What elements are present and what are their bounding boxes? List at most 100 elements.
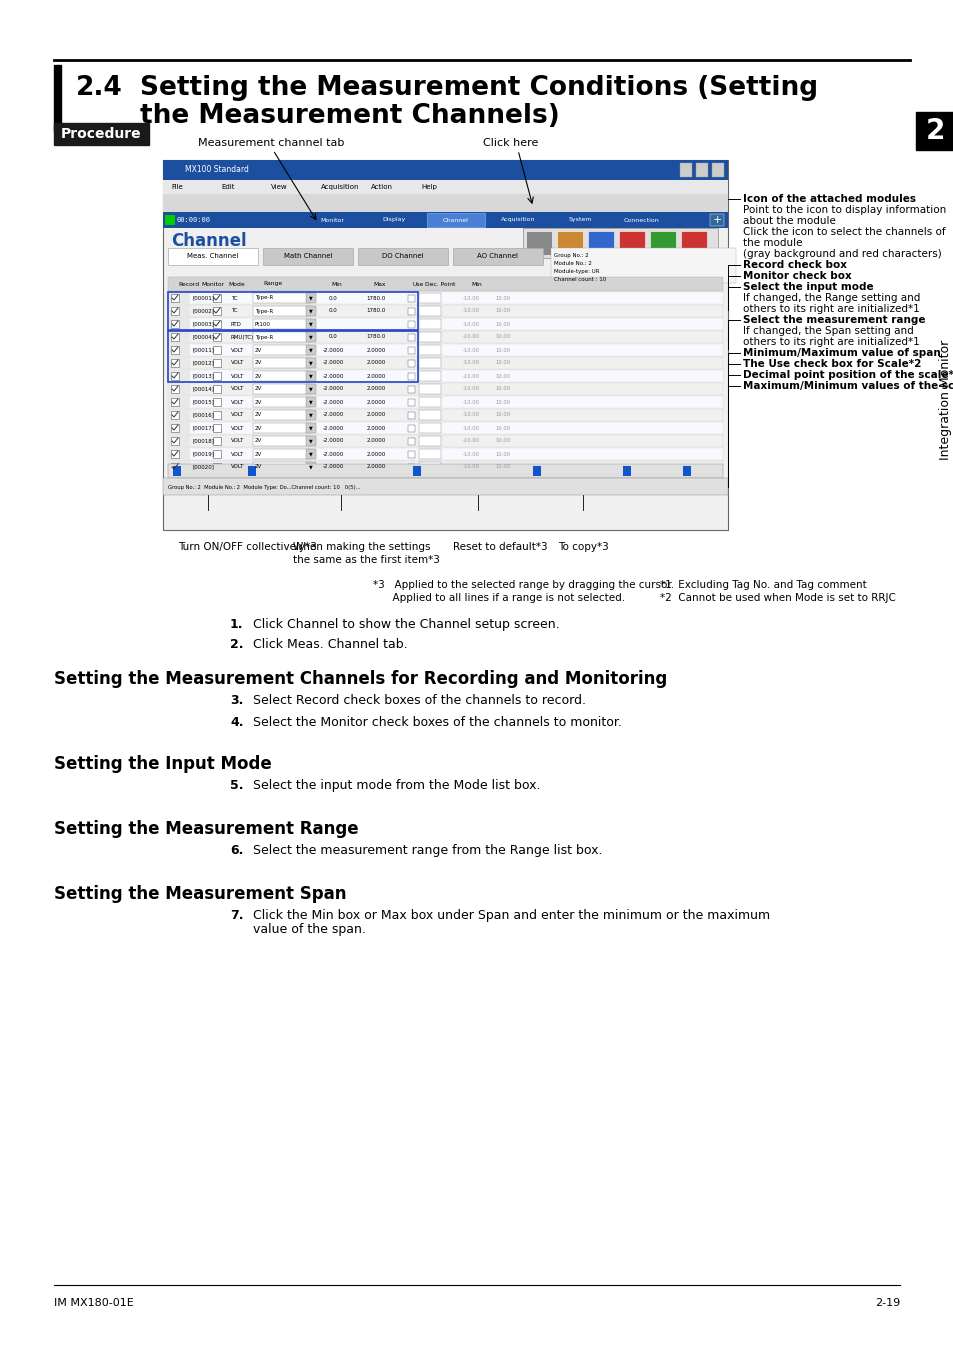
Text: Channel: Channel bbox=[171, 232, 247, 250]
Bar bbox=[253, 306, 311, 316]
Text: -2.0000: -2.0000 bbox=[322, 374, 343, 378]
Bar bbox=[171, 306, 179, 315]
Bar bbox=[213, 463, 221, 471]
Bar bbox=[168, 292, 417, 329]
Bar bbox=[709, 215, 723, 225]
Bar bbox=[418, 346, 440, 355]
Text: Type-R: Type-R bbox=[254, 335, 273, 339]
Bar bbox=[306, 450, 315, 459]
Bar bbox=[168, 383, 190, 396]
Bar bbox=[306, 319, 315, 329]
Text: 2V: 2V bbox=[254, 347, 262, 352]
Bar bbox=[253, 293, 311, 302]
Bar bbox=[427, 213, 484, 227]
Bar bbox=[168, 331, 417, 382]
Bar bbox=[213, 410, 221, 418]
Bar bbox=[171, 385, 179, 393]
Text: Acquisition: Acquisition bbox=[320, 184, 359, 190]
Bar bbox=[168, 344, 190, 356]
Text: Type-R: Type-R bbox=[254, 296, 273, 301]
Bar bbox=[163, 161, 727, 531]
Text: ▼: ▼ bbox=[309, 347, 313, 352]
Bar bbox=[248, 466, 255, 477]
Text: others to its right are initialized*1: others to its right are initialized*1 bbox=[742, 304, 919, 315]
Bar bbox=[533, 466, 540, 477]
Text: [00013]: [00013] bbox=[193, 374, 214, 378]
Bar bbox=[253, 410, 311, 420]
Bar bbox=[213, 306, 221, 315]
Text: -10.00: -10.00 bbox=[462, 296, 479, 301]
Text: 1780.0: 1780.0 bbox=[366, 335, 385, 339]
Text: 2V: 2V bbox=[254, 439, 262, 444]
Bar bbox=[418, 462, 440, 472]
Bar bbox=[213, 398, 221, 406]
Text: Click Meas. Channel tab.: Click Meas. Channel tab. bbox=[253, 639, 407, 651]
Text: VOLT: VOLT bbox=[231, 400, 244, 405]
Text: Help: Help bbox=[420, 184, 436, 190]
Bar bbox=[408, 412, 415, 418]
Bar bbox=[551, 213, 608, 227]
Text: VOLT: VOLT bbox=[231, 451, 244, 456]
Text: 2V: 2V bbox=[254, 451, 262, 456]
Text: -10.00: -10.00 bbox=[462, 347, 479, 352]
Text: -10.00: -10.00 bbox=[462, 335, 479, 339]
Bar bbox=[168, 396, 190, 408]
Text: Minimum/Maximum value of span: Minimum/Maximum value of span bbox=[742, 348, 940, 358]
Bar bbox=[54, 123, 149, 144]
Bar bbox=[613, 213, 670, 227]
Bar bbox=[253, 423, 311, 433]
Text: -2.0000: -2.0000 bbox=[322, 413, 343, 417]
Bar bbox=[163, 212, 727, 228]
Text: 2.0000: 2.0000 bbox=[366, 347, 385, 352]
Text: -2.0000: -2.0000 bbox=[322, 451, 343, 456]
Text: 5.: 5. bbox=[230, 779, 243, 792]
Bar bbox=[263, 248, 353, 265]
Text: 10.00: 10.00 bbox=[495, 347, 510, 352]
Text: When making the settings: When making the settings bbox=[293, 541, 430, 552]
Bar bbox=[306, 306, 315, 316]
Bar bbox=[168, 460, 190, 472]
Bar bbox=[213, 373, 221, 379]
Text: [00001]: [00001] bbox=[193, 296, 214, 301]
Bar bbox=[418, 293, 440, 302]
Text: 2.: 2. bbox=[230, 639, 243, 651]
Bar bbox=[213, 359, 221, 367]
Text: 2: 2 bbox=[924, 117, 943, 144]
Bar bbox=[408, 321, 415, 328]
Text: *3   Applied to the selected range by dragging the cursor.: *3 Applied to the selected range by drag… bbox=[373, 580, 674, 590]
Text: ▼: ▼ bbox=[309, 413, 313, 417]
Text: ▼: ▼ bbox=[309, 309, 313, 313]
Text: If changed, the Span setting and: If changed, the Span setting and bbox=[742, 325, 913, 336]
Text: ▼: ▼ bbox=[309, 400, 313, 405]
Text: IM MX180-01E: IM MX180-01E bbox=[54, 1297, 133, 1308]
Bar bbox=[168, 292, 190, 304]
Bar bbox=[253, 462, 311, 472]
Bar bbox=[418, 383, 440, 394]
Text: 10.00: 10.00 bbox=[495, 335, 510, 339]
Text: -2.0000: -2.0000 bbox=[322, 386, 343, 391]
Text: 2-19: 2-19 bbox=[874, 1297, 899, 1308]
Text: Group No.: 2  Module No.: 2  Module Type: Do...Channel count: 10   0(5)...: Group No.: 2 Module No.: 2 Module Type: … bbox=[168, 485, 365, 490]
Text: Setting the Input Mode: Setting the Input Mode bbox=[54, 755, 272, 774]
Text: 2.0000: 2.0000 bbox=[366, 374, 385, 378]
Bar bbox=[253, 358, 311, 369]
Text: 2V: 2V bbox=[254, 386, 262, 391]
Text: Min: Min bbox=[331, 282, 341, 286]
Text: Acquisition: Acquisition bbox=[500, 217, 535, 223]
Bar bbox=[213, 437, 221, 446]
Text: Monitor check box: Monitor check box bbox=[742, 271, 851, 281]
Bar bbox=[489, 213, 546, 227]
Text: Maximum/Minimum values of the scale*2: Maximum/Minimum values of the scale*2 bbox=[742, 381, 953, 392]
Text: -10.00: -10.00 bbox=[462, 425, 479, 431]
Text: ▼: ▼ bbox=[309, 386, 313, 391]
Text: Group No.: 2: Group No.: 2 bbox=[554, 252, 588, 258]
Bar bbox=[168, 344, 722, 356]
Text: Setting the Measurement Span: Setting the Measurement Span bbox=[54, 886, 346, 903]
Bar bbox=[418, 371, 440, 381]
Bar bbox=[418, 436, 440, 446]
Text: 10.00: 10.00 bbox=[495, 321, 510, 327]
Text: Display: Display bbox=[382, 217, 405, 223]
Text: [00017]: [00017] bbox=[193, 425, 214, 431]
Text: View: View bbox=[271, 184, 287, 190]
Bar bbox=[213, 294, 221, 302]
